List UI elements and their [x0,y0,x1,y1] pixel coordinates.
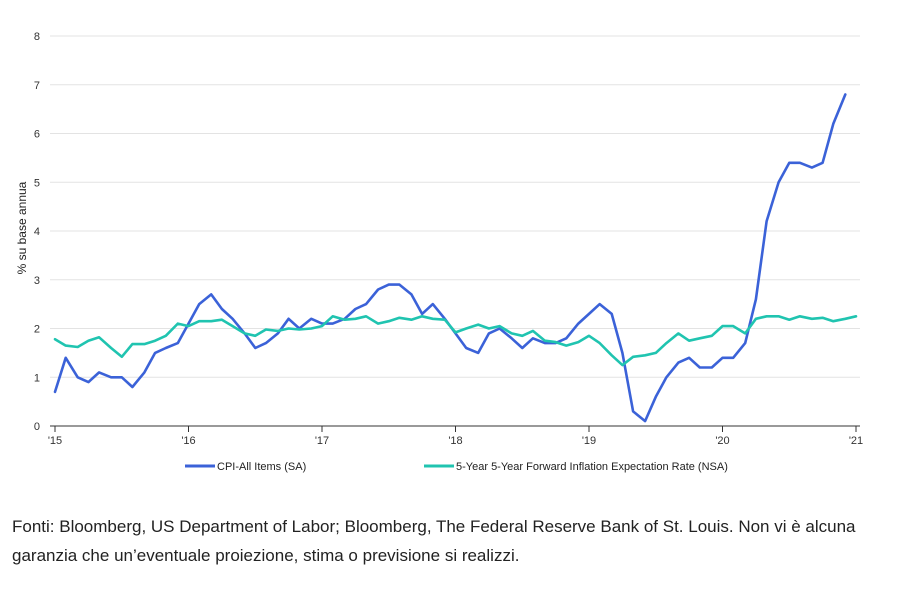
inflation-expectation-line [53,315,858,367]
x-axis-ticks: '15 '16 '17 '18 '19 '20 '21 [48,426,863,447]
y-tick-label: 1 [34,372,40,384]
y-tick-label: 0 [34,421,40,433]
grid-lines [50,35,860,427]
y-tick-label: 3 [34,275,40,287]
legend: CPI-All Items (SA) 5-Year 5-Year Forward… [185,461,728,473]
y-axis-ticks: 0 1 2 3 4 5 6 7 8 [34,31,40,433]
series-lines [53,93,858,423]
y-tick-label: 6 [34,129,40,141]
y-axis-label: % su base annua [15,181,29,274]
x-tick-label: '18 [448,435,462,447]
legend-label-cpi: CPI-All Items (SA) [217,461,306,473]
line-chart: 0 1 2 3 4 5 6 7 8 '15 '16 '17 '18 '19 '20 '21 % su bas… [15,31,863,473]
y-tick-label: 7 [34,80,40,92]
y-tick-label: 4 [34,226,40,238]
x-tick-label: '15 [48,435,62,447]
x-tick-label: '19 [582,435,596,447]
x-tick-label: '21 [849,435,863,447]
y-tick-label: 2 [34,324,40,336]
chart-container: 0 1 2 3 4 5 6 7 8 '15 '16 '17 '18 '19 '20 '21 % su bas… [15,31,863,473]
x-tick-label: '17 [315,435,329,447]
x-tick-label: '20 [715,435,729,447]
y-tick-label: 5 [34,177,40,189]
cpi-line [53,93,847,423]
y-tick-label: 8 [34,31,40,43]
x-tick-label: '16 [181,435,195,447]
legend-label-inflation-expectation: 5-Year 5-Year Forward Inflation Expectat… [456,461,728,473]
source-note: Fonti: Bloomberg, US Department of Labor… [12,517,856,565]
